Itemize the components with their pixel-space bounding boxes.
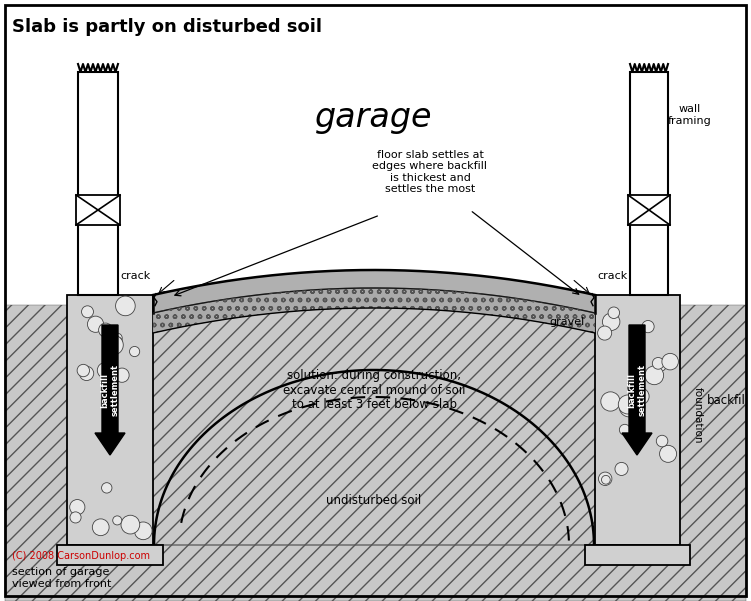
Circle shape	[82, 306, 93, 318]
Bar	[628, 195, 670, 225]
Circle shape	[632, 388, 649, 404]
Text: backfill
settlement: backfill settlement	[101, 364, 119, 416]
Circle shape	[70, 512, 81, 523]
Circle shape	[80, 366, 94, 380]
Bar	[585, 545, 690, 565]
Circle shape	[602, 313, 620, 331]
Circle shape	[659, 445, 677, 462]
Text: undisturbed soil: undisturbed soil	[327, 493, 421, 507]
Polygon shape	[153, 270, 595, 313]
Circle shape	[608, 307, 620, 319]
Text: Slab is partly on disturbed soil: Slab is partly on disturbed soil	[12, 18, 322, 36]
Bar	[57, 545, 163, 565]
Circle shape	[77, 364, 89, 377]
Bar	[5, 305, 746, 601]
Circle shape	[104, 335, 123, 355]
Circle shape	[113, 333, 122, 343]
Text: crack: crack	[121, 270, 151, 281]
Polygon shape	[153, 288, 595, 333]
Circle shape	[662, 353, 678, 370]
Circle shape	[92, 519, 109, 535]
Circle shape	[129, 346, 140, 356]
Text: wall
framing: wall framing	[668, 104, 712, 126]
Circle shape	[113, 516, 122, 525]
Polygon shape	[154, 370, 594, 545]
Text: backfill
settlement: backfill settlement	[627, 364, 647, 416]
Bar	[78, 72, 118, 295]
Text: backfill: backfill	[707, 394, 749, 406]
Circle shape	[620, 397, 639, 417]
Circle shape	[87, 316, 104, 332]
FancyArrow shape	[95, 325, 125, 455]
Bar	[5, 305, 746, 601]
Text: floor slab settles at
edges where backfill
is thickest and
settles the most: floor slab settles at edges where backfi…	[372, 150, 487, 194]
FancyArrow shape	[622, 325, 652, 455]
Circle shape	[602, 475, 611, 484]
Circle shape	[116, 296, 135, 316]
Circle shape	[134, 522, 152, 540]
Circle shape	[101, 483, 112, 493]
Circle shape	[653, 358, 664, 369]
Circle shape	[618, 395, 638, 414]
Circle shape	[98, 362, 113, 378]
Bar	[630, 72, 668, 295]
Circle shape	[656, 435, 668, 447]
Circle shape	[642, 320, 654, 333]
Text: (C) 2008 CarsonDunlop.com: (C) 2008 CarsonDunlop.com	[12, 551, 150, 561]
Text: section of garage
viewed from front: section of garage viewed from front	[12, 567, 111, 589]
Circle shape	[645, 366, 664, 385]
Circle shape	[615, 462, 628, 475]
Bar	[76, 195, 120, 225]
Circle shape	[599, 472, 612, 486]
Text: garage: garage	[315, 102, 433, 135]
Circle shape	[598, 326, 611, 340]
Text: foundation: foundation	[693, 387, 703, 444]
Circle shape	[115, 368, 129, 382]
Text: crack: crack	[597, 270, 627, 281]
Circle shape	[601, 392, 620, 411]
Bar	[67, 295, 153, 545]
Circle shape	[656, 361, 666, 371]
Circle shape	[628, 383, 638, 392]
Circle shape	[70, 499, 85, 515]
Bar	[595, 295, 680, 545]
Circle shape	[107, 438, 116, 447]
Text: solution: during construction,
excavate central mound of soil
to at least 3 feet: solution: during construction, excavate …	[282, 368, 466, 412]
Circle shape	[113, 337, 122, 346]
Text: gravel: gravel	[550, 317, 585, 327]
Circle shape	[98, 323, 113, 337]
Circle shape	[637, 402, 645, 410]
Circle shape	[620, 424, 630, 435]
Circle shape	[121, 515, 140, 534]
